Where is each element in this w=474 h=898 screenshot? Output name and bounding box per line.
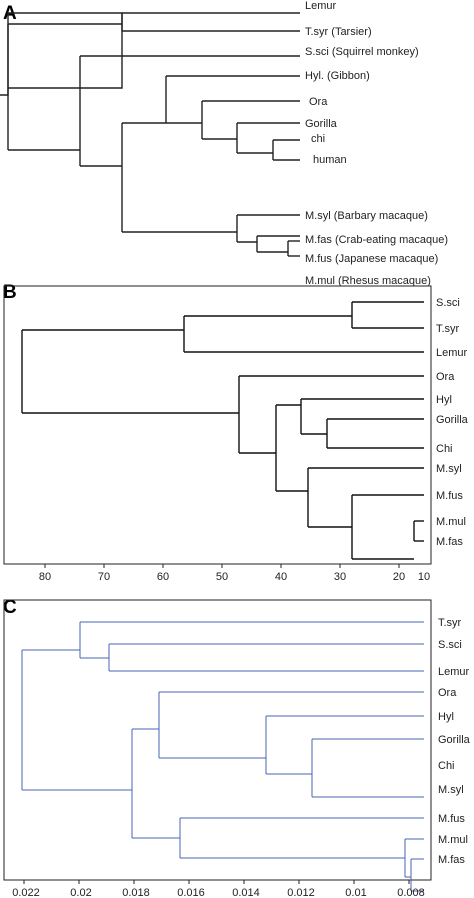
leaf-label: Chi — [438, 760, 455, 772]
leaf-label: Lemur — [438, 666, 470, 678]
tick-label: 0.018 — [122, 887, 150, 898]
tick-label: 20 — [393, 571, 405, 583]
leaf-label: M.syl — [436, 463, 462, 475]
leaf-label: S.sci — [438, 639, 462, 651]
leaf-label: M.mul — [436, 516, 466, 528]
leaf-label: M.syl (Barbary macaque) — [305, 210, 428, 222]
tick-label: 0.014 — [232, 887, 260, 898]
tick-label: 40 — [275, 571, 287, 583]
panel-c-tree — [21, 621, 424, 892]
leaf-label: Lemur — [436, 347, 468, 359]
leaf-label: T.syr — [436, 323, 460, 335]
leaf-label: M.mul — [438, 834, 468, 846]
leaf-label: Ora — [436, 371, 455, 383]
panel-a-tree — [0, 12, 300, 257]
leaf-label: Chi — [436, 443, 453, 455]
tick-label: 0.01 — [345, 887, 366, 898]
leaf-label: Hyl. (Gibbon) — [305, 70, 370, 82]
leaf-label: M.fus — [436, 490, 463, 502]
leaf-label: human — [313, 154, 347, 166]
leaf-label: Hyl — [436, 394, 452, 406]
leaf-label: M.fus — [438, 813, 465, 825]
leaf-label: Gorilla — [305, 118, 338, 130]
leaf-label: chi — [311, 133, 325, 145]
leaf-label: Ora — [438, 687, 457, 699]
leaf-label: M.fas — [438, 854, 465, 866]
panel-a-leaves: Lemur T.syr (Tarsier) S.sci (Squirrel mo… — [305, 0, 448, 287]
leaf-label: T.syr (Tarsier) — [305, 26, 372, 38]
tick-label: 80 — [39, 571, 51, 583]
leaf-label: M.fus (Japanese macaque) — [305, 253, 438, 265]
tick-label: 0.022 — [12, 887, 40, 898]
leaf-label: Ora — [309, 96, 328, 108]
tick-label: 0.02 — [70, 887, 91, 898]
tick-label: 0.008 — [397, 887, 425, 898]
panel-b-axis: 80 70 60 50 40 30 20 10 — [39, 564, 430, 583]
leaf-label: Gorilla — [438, 734, 471, 746]
leaf-label: S.sci (Squirrel monkey) — [305, 46, 419, 58]
leaf-label: Hyl — [438, 711, 454, 723]
leaf-label: Gorilla — [436, 414, 469, 426]
leaf-label: S.sci — [436, 297, 460, 309]
leaf-label: Lemur — [305, 0, 337, 12]
panel-b-label: B — [3, 282, 17, 303]
tick-label: 50 — [216, 571, 228, 583]
leaf-label: T.syr — [438, 617, 462, 629]
panel-b-leaves: S.sci T.syr Lemur Ora Hyl Gorilla Chi M.… — [436, 297, 469, 548]
tick-label: 30 — [334, 571, 346, 583]
panel-c-axis: 0.022 0.02 0.018 0.016 0.014 0.012 0.01 … — [12, 880, 425, 898]
panel-c-label: C — [3, 597, 17, 618]
leaf-label: M.fas — [436, 536, 463, 548]
leaf-label: M.syl — [438, 784, 464, 796]
panel-b-tree — [21, 301, 424, 560]
panel-b-frame — [3, 285, 432, 565]
tick-label: 0.012 — [287, 887, 315, 898]
tick-label: 10 — [418, 571, 430, 583]
leaf-label: M.fas (Crab-eating macaque) — [305, 234, 448, 246]
tick-label: 60 — [157, 571, 169, 583]
panel-c-leaves: T.syr S.sci Lemur Ora Hyl Gorilla Chi M.… — [438, 617, 471, 866]
tick-label: 0.016 — [177, 887, 205, 898]
tick-label: 70 — [98, 571, 110, 583]
leaf-label: M.mul (Rhesus macaque) — [305, 275, 431, 287]
panel-c-frame — [3, 599, 432, 881]
